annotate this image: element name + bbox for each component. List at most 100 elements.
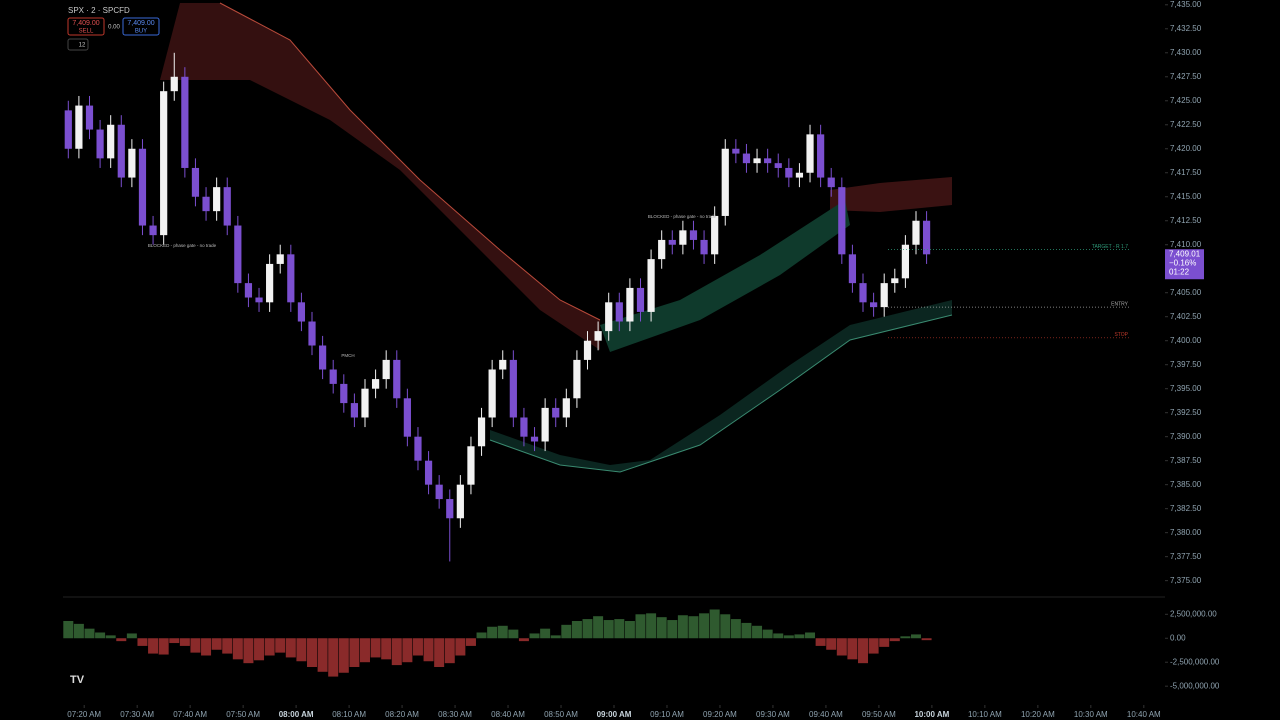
histogram-bar: [518, 638, 529, 642]
candle-body: [329, 369, 337, 384]
symbol: SPX · 2 · SPCFD: [68, 6, 130, 15]
histogram-bar: [667, 620, 678, 639]
histogram-bar: [201, 638, 212, 656]
candle-body: [64, 110, 72, 149]
histogram-bar: [105, 635, 116, 639]
candle-body: [170, 76, 178, 92]
candle-body: [838, 187, 846, 255]
x-tick-label: 09:50 AM: [862, 710, 896, 719]
histogram-bar: [699, 613, 710, 639]
indicator-toggle[interactable]: [67, 38, 89, 51]
candle-body: [636, 287, 645, 312]
x-tick-label: 09:00 AM: [597, 710, 632, 719]
candle-body: [806, 134, 814, 173]
candle-body: [817, 134, 825, 178]
histogram-bar: [752, 625, 763, 639]
histogram-bar: [720, 614, 731, 639]
histogram-bar: [741, 622, 752, 639]
histogram-bar: [476, 632, 487, 639]
candle-body: [191, 167, 200, 197]
candle-body: [297, 302, 306, 322]
candle-body: [891, 278, 899, 284]
histogram-bar: [412, 638, 423, 656]
candle-body: [266, 263, 274, 303]
level-label: ENTRY: [1111, 301, 1129, 307]
histogram-bar: [635, 614, 646, 639]
histogram-bar: [497, 625, 508, 639]
histogram-bar: [296, 638, 307, 662]
candle-body: [223, 187, 231, 226]
candle-body: [287, 254, 295, 303]
candle-body: [901, 244, 909, 279]
histogram-bar: [169, 638, 180, 644]
buy-button[interactable]: [122, 17, 160, 36]
x-tick-label: 08:00 AM: [279, 710, 314, 719]
histogram-bar: [148, 638, 159, 654]
histogram-bar: [879, 638, 890, 647]
histogram-bar: [254, 638, 265, 661]
histogram-bar: [677, 615, 688, 639]
y-tick-label: 7,435.00: [1170, 0, 1202, 9]
histogram-bar: [423, 638, 434, 662]
histogram-bar: [370, 638, 381, 658]
candle-body: [403, 398, 411, 437]
y-tick-label: -5,000,000.00: [1170, 681, 1220, 690]
x-tick-label: 10:40 AM: [1127, 710, 1161, 719]
indicator-count: 12: [79, 43, 86, 49]
x-tick-label: 07:50 AM: [226, 710, 260, 719]
histogram-bar: [465, 638, 476, 646]
y-tick-label: 7,425.00: [1170, 96, 1202, 105]
candle-body: [202, 196, 210, 212]
candle-body: [244, 283, 253, 298]
x-tick-label: 08:30 AM: [438, 710, 472, 719]
green-band: [490, 300, 952, 472]
histogram-bar: [624, 621, 635, 639]
x-tick-label: 09:10 AM: [650, 710, 684, 719]
candle-body: [181, 76, 189, 168]
candle-body: [594, 331, 602, 341]
candle-body: [753, 158, 761, 164]
candle-body: [774, 163, 782, 168]
candle-body: [424, 460, 433, 485]
x-tick-label: 08:40 AM: [491, 710, 525, 719]
candle-body: [541, 407, 549, 442]
histogram-bar: [487, 626, 498, 639]
x-tick-label: 09:20 AM: [703, 710, 737, 719]
candle-body: [308, 321, 316, 346]
candle-body: [75, 105, 83, 149]
logo: TV: [70, 674, 85, 686]
candle-body: [795, 172, 804, 178]
candle-body: [382, 359, 390, 380]
histogram-bar: [328, 638, 339, 677]
y-tick-label: 7,405.00: [1170, 288, 1202, 297]
histogram-bar: [444, 638, 455, 664]
histogram-bar: [783, 635, 794, 639]
level-label: STOP: [1114, 332, 1128, 338]
candle-body: [477, 417, 486, 447]
sell-button[interactable]: [67, 17, 105, 36]
candle-body: [583, 340, 592, 360]
y-tick-label: 7,392.50: [1170, 408, 1202, 417]
histogram-bar: [243, 638, 254, 664]
histogram-bar: [349, 638, 360, 667]
header: SPX · 2 · SPCFD 7,409.00 SELL 0.00 7,409…: [67, 6, 160, 51]
y-tick-label: 7,430.00: [1170, 48, 1202, 57]
histogram-bar: [232, 638, 243, 660]
candle-body: [234, 225, 242, 284]
histogram-bar: [794, 634, 805, 639]
histogram-bar: [264, 638, 275, 656]
candle-body: [552, 407, 560, 418]
histogram-bar: [688, 616, 699, 639]
candle-body: [319, 345, 327, 370]
y-tick-label: 7,390.00: [1170, 432, 1202, 441]
spread: 0.00: [108, 25, 120, 31]
y-tick-label: 7,412.50: [1170, 216, 1202, 225]
y-tick-label: 7,400.00: [1170, 336, 1202, 345]
histogram-bar: [455, 638, 466, 656]
y-tick-label: 7,420.00: [1170, 144, 1202, 153]
candle-body: [446, 499, 454, 519]
y-tick-label: 7,410.00: [1170, 240, 1202, 249]
